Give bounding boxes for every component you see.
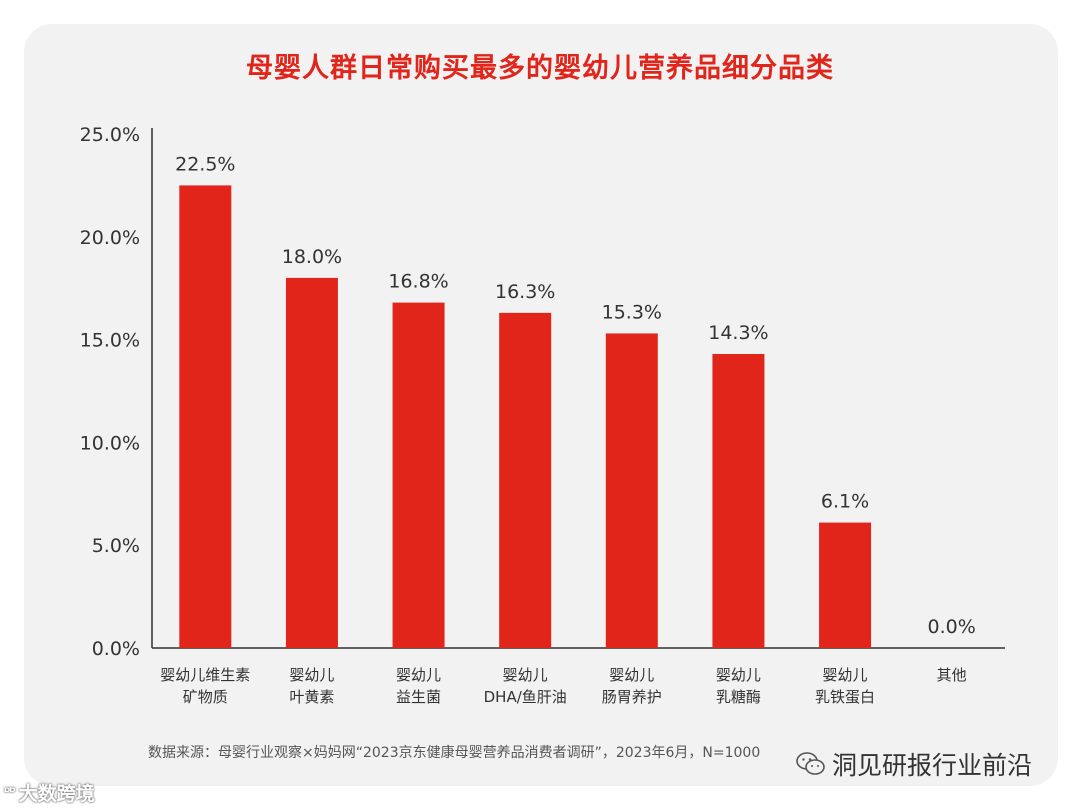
bar — [712, 353, 765, 648]
source-note: 数据来源：母婴行业观察×妈妈网“2023京东健康母婴营养品消费者调研”，2023… — [148, 745, 761, 761]
x-tick-label: 肠胃养护 — [602, 688, 662, 706]
value-label: 14.3% — [708, 322, 768, 344]
y-tick-label: 0.0% — [92, 638, 140, 660]
y-tick-label: 10.0% — [80, 432, 140, 454]
x-tick-label: 婴幼儿 — [289, 666, 334, 684]
x-tick-label: 其他 — [937, 666, 967, 684]
bar — [285, 277, 338, 648]
watermark-right: 洞见研报行业前沿 — [796, 746, 1032, 782]
value-label: 16.3% — [495, 281, 555, 303]
value-label: 22.5% — [175, 153, 235, 175]
x-tick-label: 婴幼儿 — [396, 666, 441, 684]
bar — [819, 522, 872, 648]
value-label: 15.3% — [602, 301, 662, 323]
watermark-logo: ᴰᴰ — [4, 785, 16, 799]
y-tick-label: 5.0% — [92, 535, 140, 557]
y-tick-label: 25.0% — [80, 124, 140, 146]
watermark-left-text: 大数跨境 — [18, 782, 95, 805]
bar — [499, 312, 552, 648]
x-tick-label: 益生菌 — [396, 688, 441, 706]
x-tick-label: 矿物质 — [183, 688, 228, 706]
value-label: 18.0% — [282, 246, 342, 268]
watermark-right-text: 洞见研报行业前沿 — [832, 751, 1033, 780]
value-label: 0.0% — [928, 616, 976, 638]
y-tick-label: 20.0% — [80, 227, 140, 249]
x-tick-label: 乳糖酶 — [716, 688, 761, 706]
bar — [392, 302, 445, 648]
wechat-icon — [796, 752, 825, 775]
x-tick-label: 婴幼儿 — [503, 666, 548, 684]
chart-title: 母婴人群日常购买最多的婴幼儿营养品细分品类 — [246, 53, 834, 84]
x-tick-label: 婴幼儿 — [716, 666, 761, 684]
y-tick-label: 15.0% — [80, 330, 140, 352]
value-label: 6.1% — [821, 491, 869, 513]
x-tick-label: DHA/鱼肝油 — [484, 688, 567, 706]
x-tick-label: 婴幼儿维生素 — [160, 666, 250, 684]
x-tick-label: 婴幼儿 — [823, 666, 868, 684]
watermark-left: ᴰᴰ 大数跨境 — [4, 778, 95, 806]
x-tick-label: 乳铁蛋白 — [815, 688, 875, 706]
x-tick-label: 婴幼儿 — [609, 666, 654, 684]
x-tick-label: 叶黄素 — [289, 688, 334, 706]
bar — [605, 333, 658, 648]
bar — [179, 185, 232, 648]
value-label: 16.8% — [388, 271, 448, 293]
